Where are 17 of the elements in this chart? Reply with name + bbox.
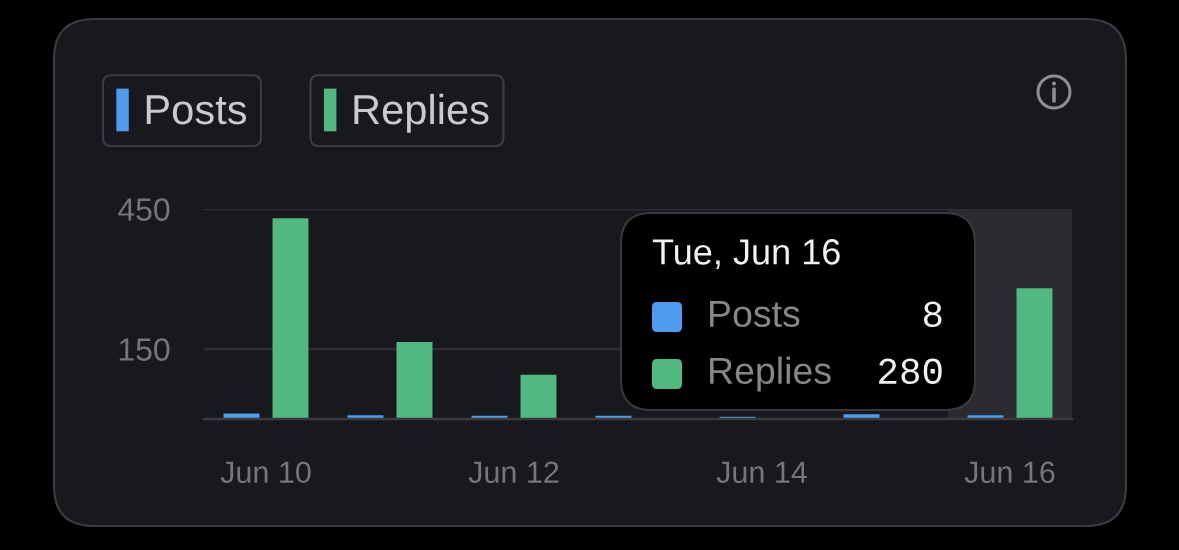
bar bbox=[396, 342, 433, 419]
y-tick-label: 450 bbox=[118, 198, 170, 221]
legend-label: Replies bbox=[354, 93, 489, 133]
x-tick-label: Jun 12 bbox=[468, 461, 559, 484]
annotation: Replies bbox=[710, 356, 831, 392]
bar bbox=[1016, 288, 1053, 419]
y-tick-label: 150 bbox=[119, 338, 170, 361]
x-tick-label: Jun 10 bbox=[220, 461, 311, 484]
x-tick-label: Jun 16 bbox=[964, 461, 1055, 484]
annotation: 280 bbox=[879, 358, 942, 385]
annotation: Posts bbox=[710, 300, 800, 328]
legend-label: Posts bbox=[146, 95, 247, 125]
annotation: 8 bbox=[923, 301, 942, 328]
bar bbox=[520, 374, 557, 419]
bar bbox=[272, 218, 309, 419]
annotation: Tue, Jun 16 bbox=[652, 239, 840, 269]
x-tick-label: Jun 14 bbox=[716, 461, 807, 484]
